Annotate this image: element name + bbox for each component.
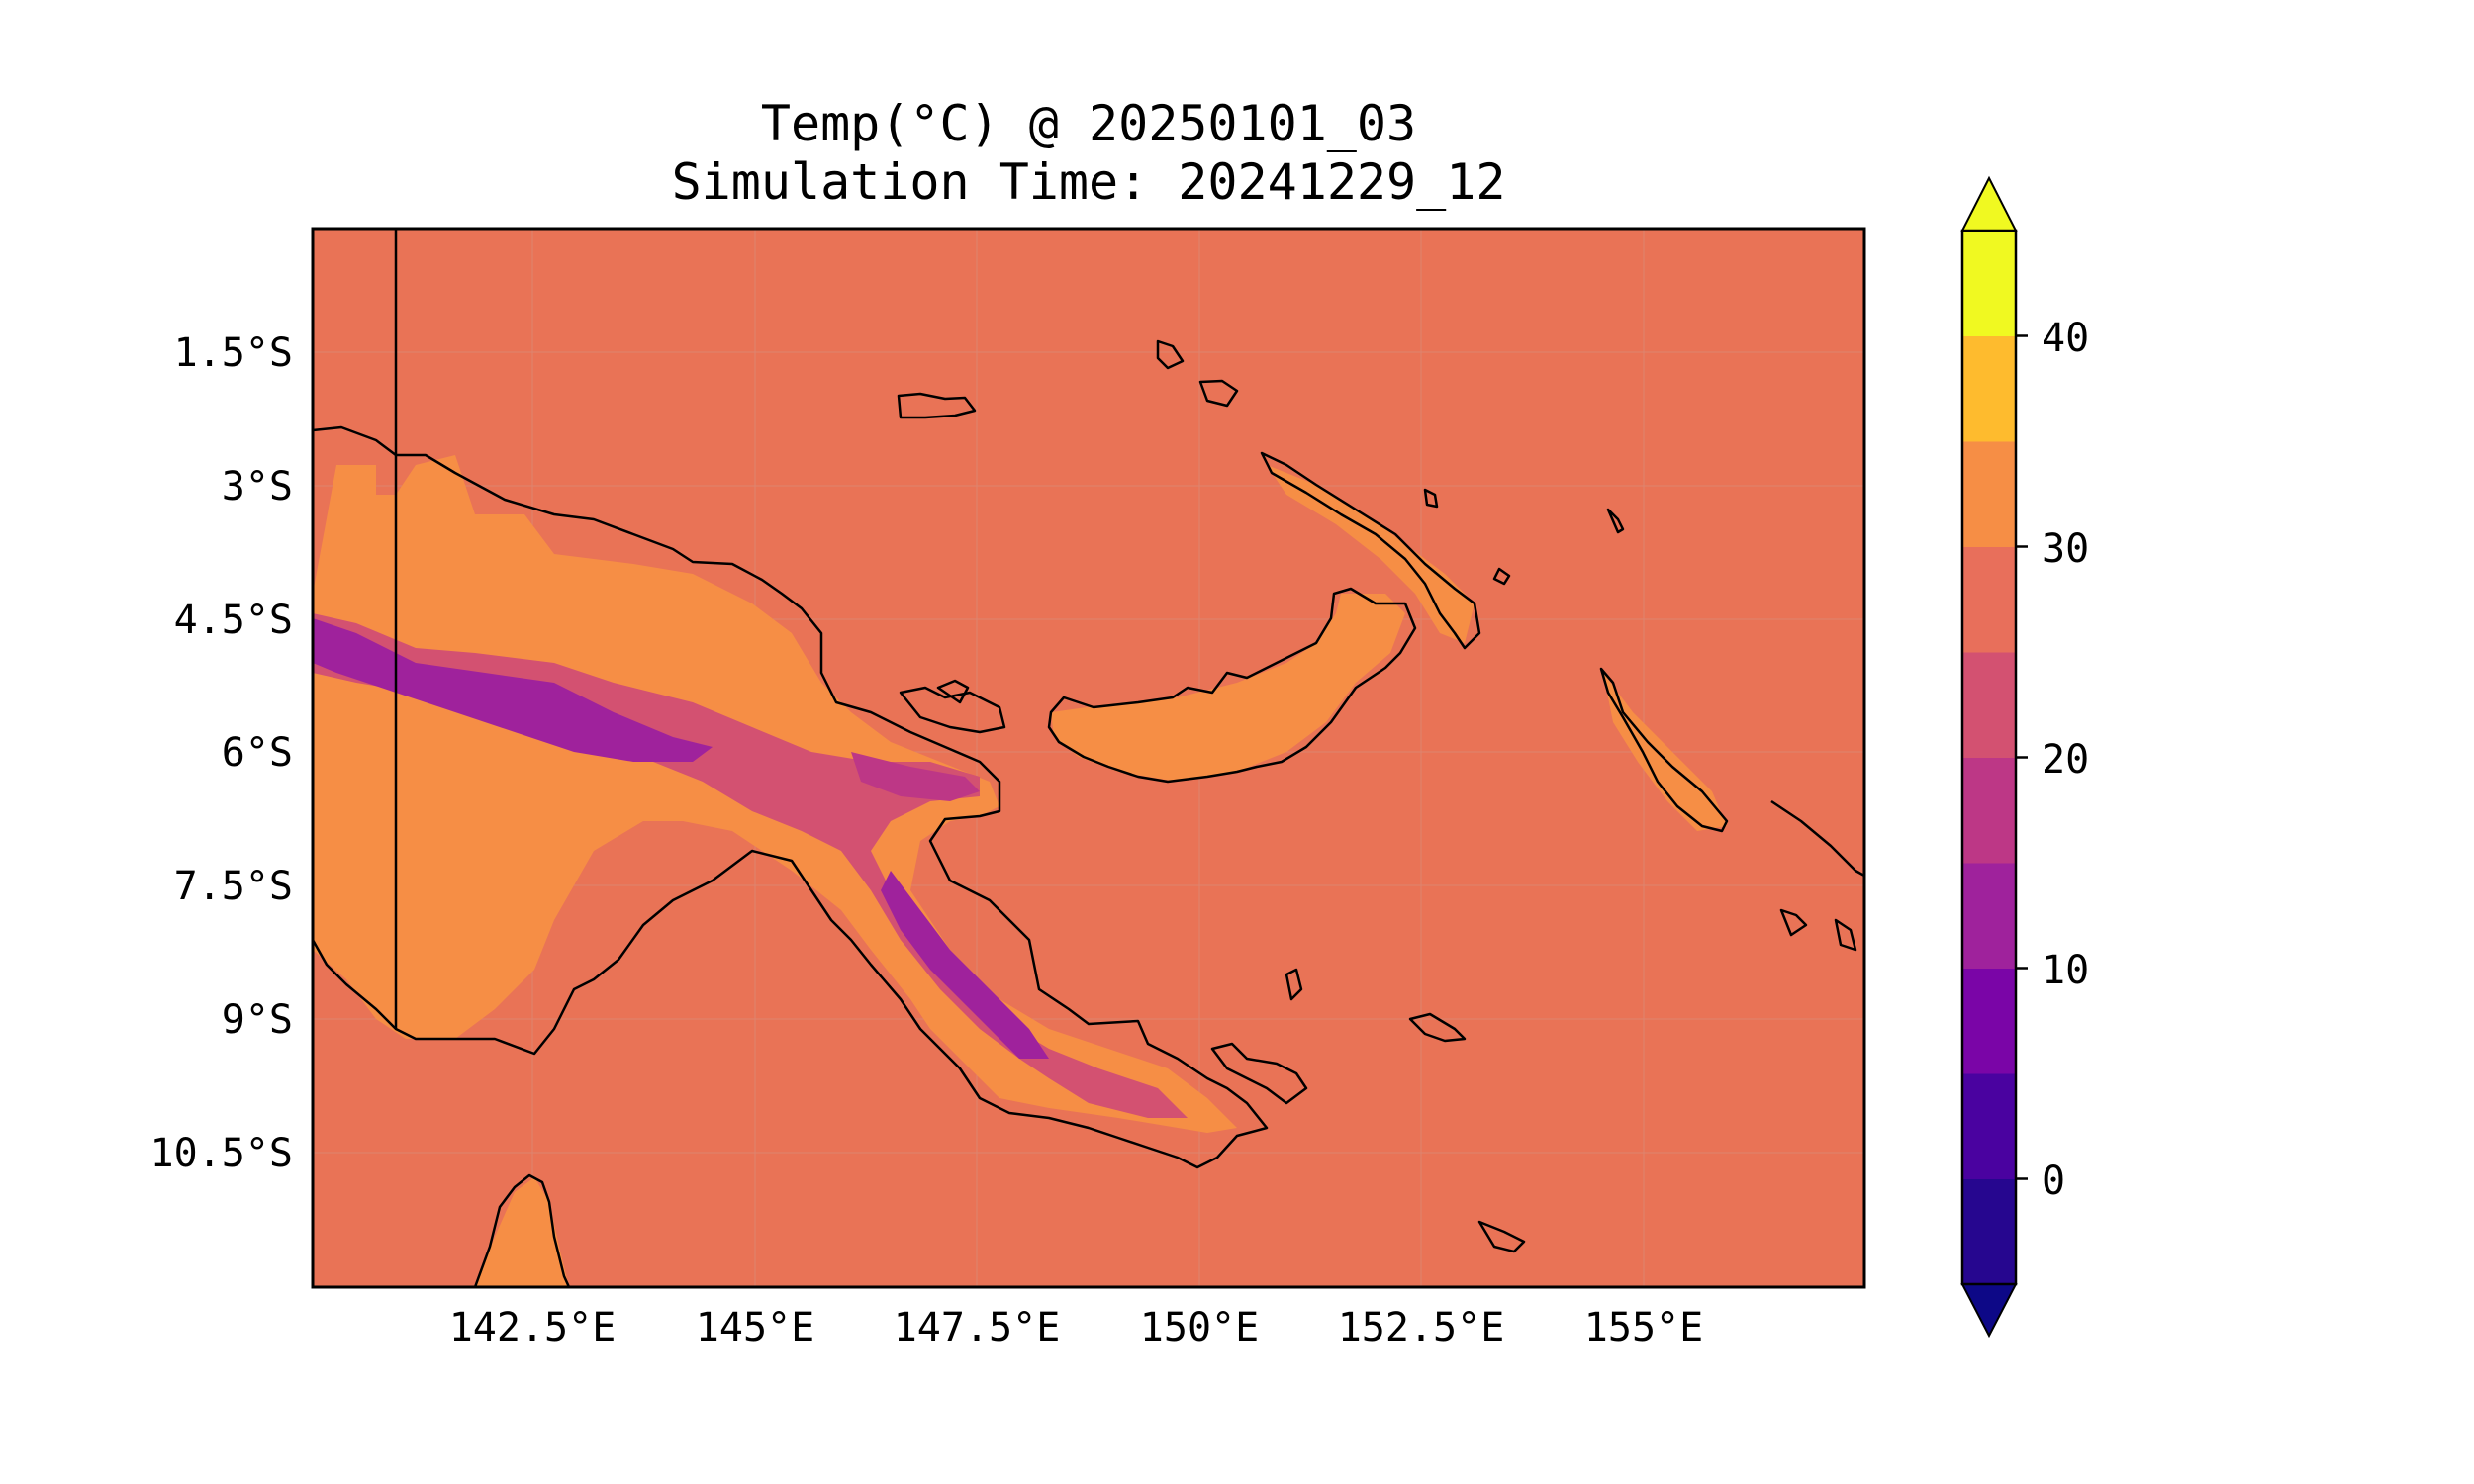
cape-york-temperature-zone	[475, 1177, 569, 1287]
colorbar-band	[1962, 1178, 2016, 1285]
colorbar: 40 30 20 10 0	[1960, 175, 2089, 1339]
map-panel	[313, 229, 1864, 1287]
y-tick-label: 1.5°S	[174, 330, 293, 376]
y-tick-label: 3°S	[222, 464, 293, 510]
colorbar-band	[1962, 441, 2016, 547]
x-tick-label: 150°E	[1140, 1305, 1259, 1350]
colorbar-over-extension	[1960, 175, 2018, 232]
colorbar-tick-label: 20	[2042, 737, 2089, 783]
colorbar-tick-marks	[2016, 334, 2028, 1180]
x-tick-label: 152.5°E	[1338, 1305, 1505, 1350]
new-britain-temperature-zone	[1051, 594, 1405, 782]
bougainville-temperature-zone	[1603, 673, 1727, 831]
colorbar-band	[1962, 231, 2016, 336]
y-tick-label: 7.5°S	[174, 864, 293, 909]
y-axis-labels: 1.5°S 3°S 4.5°S 6°S 7.5°S 9°S 10.5°S	[150, 330, 294, 1176]
colorbar-band	[1962, 546, 2016, 653]
highland-peak-zone	[881, 871, 1049, 1059]
x-tick-label: 147.5°E	[894, 1305, 1061, 1350]
colorbar-under-extension	[1960, 1283, 2018, 1339]
coastlines	[313, 229, 1864, 1287]
colorbar-bands	[1962, 231, 2016, 1285]
colorbar-tick-label: 40	[2042, 316, 2089, 361]
map-frame	[311, 227, 1866, 1289]
colorbar-tick-label: 10	[2042, 948, 2089, 993]
colorbar-band	[1962, 1073, 2016, 1179]
x-axis-labels: 142.5°E 145°E 147.5°E 150°E 152.5°E 155°…	[449, 1305, 1704, 1350]
y-tick-label: 6°S	[222, 730, 293, 776]
colorbar-band	[1962, 863, 2016, 969]
map-title-line1: Temp(°C) @ 20250101_03	[760, 95, 1417, 152]
highland-core-zone	[313, 618, 713, 762]
colorbar-tick-label: 30	[2042, 526, 2089, 572]
highland-east-zone	[851, 752, 980, 801]
y-tick-label: 10.5°S	[150, 1131, 294, 1176]
colorbar-band	[1962, 335, 2016, 442]
colorbar-tick-label: 0	[2042, 1159, 2065, 1204]
colorbar-band	[1962, 968, 2016, 1074]
x-tick-label: 155°E	[1584, 1305, 1703, 1350]
colorbar-band	[1962, 652, 2016, 758]
x-tick-label: 145°E	[696, 1305, 814, 1350]
y-tick-label: 9°S	[222, 997, 293, 1043]
new-ireland-temperature-zone	[1267, 465, 1475, 643]
y-tick-label: 4.5°S	[174, 598, 293, 643]
colorbar-band	[1962, 757, 2016, 864]
x-tick-label: 142.5°E	[449, 1305, 617, 1350]
map-title-line2: Simulation Time: 20241229_12	[671, 153, 1506, 211]
